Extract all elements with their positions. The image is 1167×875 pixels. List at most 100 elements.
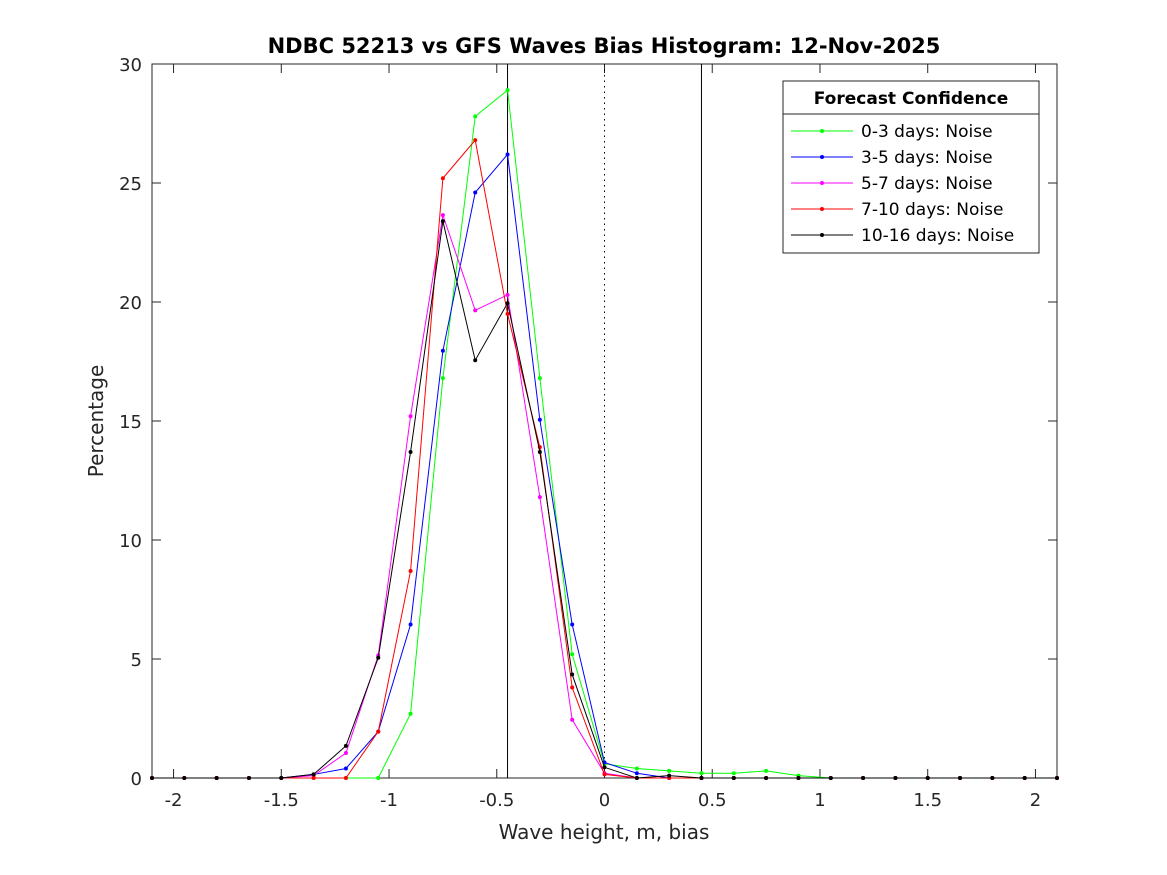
data-point <box>731 771 736 776</box>
legend-label: 10-16 days: Noise <box>861 226 1014 246</box>
data-point <box>634 766 639 771</box>
data-point <box>1055 776 1059 780</box>
legend-label: 3-5 days: Noise <box>861 148 993 168</box>
data-point <box>376 729 381 734</box>
x-tick-label: 0 <box>599 790 610 811</box>
legend-swatch-marker <box>820 233 824 237</box>
data-point <box>473 308 478 313</box>
data-point <box>505 311 510 316</box>
legend-box <box>782 80 1040 254</box>
data-point <box>505 152 510 157</box>
data-point <box>634 776 639 780</box>
x-tick-label: 2 <box>1030 790 1041 811</box>
legend-swatch-marker <box>820 181 824 185</box>
legend-swatch-marker <box>820 207 824 211</box>
data-point <box>667 768 672 773</box>
series-5 <box>150 219 1059 780</box>
data-point <box>764 776 769 780</box>
data-point <box>473 358 478 363</box>
legend-swatch-marker <box>820 155 824 159</box>
data-point <box>343 766 348 771</box>
legend-label: 0-3 days: Noise <box>861 122 993 142</box>
legend-label: 5-7 days: Noise <box>861 174 993 194</box>
y-tick-label: 5 <box>131 650 142 671</box>
data-point <box>182 776 187 780</box>
data-point <box>570 622 575 627</box>
legend-items: 0-3 days: Noise 3-5 days: Noise 5-7 days: … <box>791 122 1014 246</box>
data-point <box>861 776 866 780</box>
data-point <box>570 717 575 722</box>
x-tick-label: -1.5 <box>264 790 299 811</box>
data-point <box>634 771 639 776</box>
y-tick-label: 15 <box>119 412 142 433</box>
data-point <box>408 449 413 454</box>
data-point <box>893 776 898 780</box>
data-point <box>537 495 542 500</box>
data-point <box>990 776 995 780</box>
y-axis-label: Percentage <box>84 365 108 478</box>
x-tick-label: -2 <box>165 790 183 811</box>
data-point <box>602 772 607 777</box>
data-point <box>440 376 445 381</box>
x-tick-label: -0.5 <box>479 790 514 811</box>
data-point <box>828 776 833 780</box>
data-point <box>570 652 575 657</box>
data-point <box>925 776 930 780</box>
data-point <box>731 776 736 780</box>
data-point <box>764 768 769 773</box>
data-point <box>958 776 963 780</box>
data-point <box>796 776 801 780</box>
data-point <box>246 776 251 780</box>
y-tick-label: 0 <box>131 769 142 790</box>
data-point <box>570 685 575 690</box>
y-tick-label: 20 <box>119 293 142 314</box>
chart-title: NDBC 52213 vs GFS Waves Bias Histogram: … <box>268 34 941 58</box>
data-point <box>570 672 575 677</box>
data-point <box>376 655 381 660</box>
data-point <box>150 776 154 780</box>
data-point <box>505 292 510 297</box>
data-point <box>408 568 413 573</box>
data-point <box>376 776 381 780</box>
data-point <box>1022 776 1027 780</box>
data-point <box>311 776 316 780</box>
data-point <box>699 771 704 776</box>
data-point <box>408 414 413 419</box>
data-point <box>311 772 316 777</box>
data-point <box>505 88 510 93</box>
x-tick-label: 1 <box>814 790 825 811</box>
data-point <box>440 348 445 353</box>
data-point <box>473 114 478 119</box>
data-point <box>408 622 413 627</box>
data-point <box>343 743 348 748</box>
x-tick-label: 0.5 <box>698 790 727 811</box>
y-tick-label: 10 <box>119 531 142 552</box>
data-point <box>343 751 348 756</box>
data-point <box>537 417 542 422</box>
data-point <box>440 213 445 218</box>
y-tick-label: 25 <box>119 174 142 195</box>
data-point <box>473 138 478 143</box>
x-axis-label: Wave height, m, bias <box>499 820 710 844</box>
legend: Forecast Confidence 0-3 days: Noise 3-5 d… <box>782 80 1040 254</box>
x-tick-label: 1.5 <box>913 790 942 811</box>
data-point <box>473 190 478 195</box>
data-point <box>343 776 348 780</box>
legend-label: 7-10 days: Noise <box>861 200 1003 220</box>
data-point <box>667 773 672 778</box>
data-point <box>214 776 219 780</box>
legend-swatch-marker <box>820 129 824 133</box>
legend-title: Forecast Confidence <box>814 89 1009 109</box>
data-point <box>505 301 510 306</box>
data-point <box>537 376 542 381</box>
y-tick-label: 30 <box>119 55 142 76</box>
data-point <box>602 765 607 770</box>
x-tick-label: -1 <box>380 790 398 811</box>
data-point <box>440 176 445 181</box>
data-point <box>408 711 413 716</box>
data-point <box>440 219 445 224</box>
data-point <box>279 776 284 780</box>
data-point <box>537 449 542 454</box>
